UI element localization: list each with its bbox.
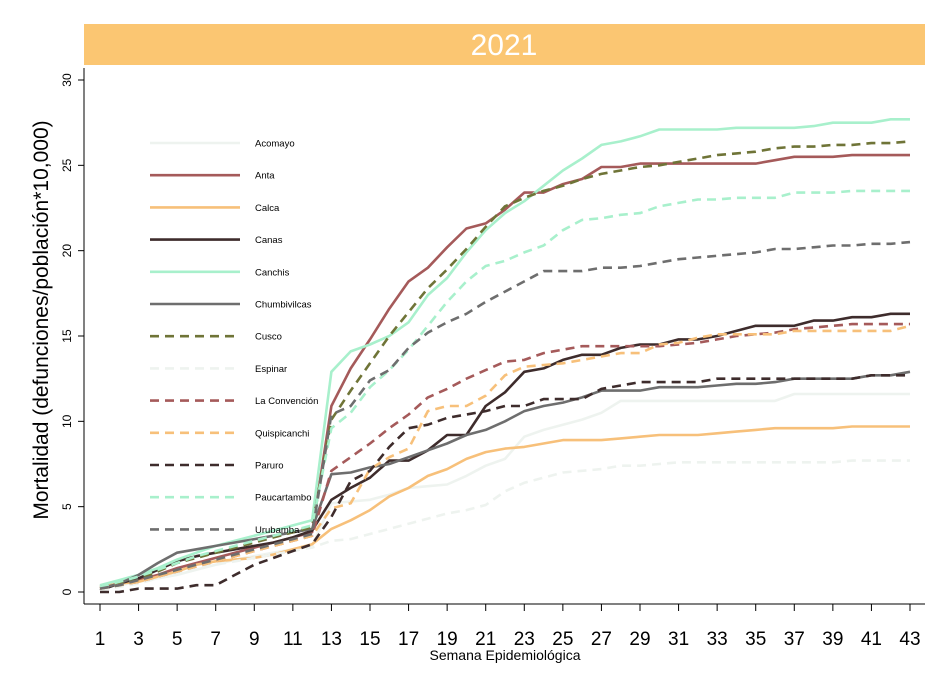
series-line-canas [99, 312, 910, 592]
x-tick-label: 37 [784, 629, 805, 650]
x-tick-label: 27 [591, 629, 612, 650]
legend-label: Urubamba [255, 525, 300, 536]
x-tick-label: 41 [861, 629, 882, 650]
legend-label: Espinar [255, 364, 287, 375]
x-tick-label: 5 [172, 629, 183, 650]
series-line-espinar [99, 459, 910, 592]
series-line-urubamba [99, 240, 911, 590]
x-tick-label: 9 [249, 629, 260, 650]
legend-label: Paucartambo [255, 493, 312, 504]
y-axis-ticks: 0 5 10 15 20 25 30 [60, 73, 84, 595]
x-tick-label: 17 [398, 629, 419, 650]
title-bar [84, 24, 925, 65]
x-tick-label: 25 [552, 629, 573, 650]
x-tick-label: 29 [629, 629, 650, 650]
series-line-quispicanchi [99, 324, 911, 590]
legend-label: Canas [255, 235, 283, 246]
legend-label: Anta [255, 171, 275, 182]
series-line-paruro [100, 373, 910, 594]
legend: Acomayo Anta Calca Canas Canchis Chumbivilcas… [150, 139, 318, 536]
x-tick-label: 21 [475, 629, 496, 650]
x-tick-label: 33 [707, 629, 728, 650]
x-tick-label: 11 [283, 629, 303, 650]
x-tick-label: 3 [133, 629, 144, 650]
legend-label: Cusco [255, 332, 282, 343]
x-tick-label: 13 [321, 629, 342, 650]
y-tick-label: 10 [60, 414, 74, 428]
x-tick-label: 39 [822, 629, 843, 650]
legend-label: La Convención [255, 396, 318, 407]
y-tick-label: 0 [60, 588, 74, 595]
series-line-chumbivilcas [99, 370, 911, 590]
y-tick-label: 25 [60, 158, 74, 172]
x-tick-label: 19 [437, 629, 458, 650]
legend-label: Canchis [255, 267, 290, 278]
series-lines [99, 118, 911, 594]
x-tick-label: 35 [745, 629, 766, 650]
x-tick-label: 43 [899, 629, 920, 650]
y-axis-label: Mortalidad (defunciones/población*10,000… [30, 120, 53, 519]
x-axis-label: Semana Epidemiológica [430, 647, 581, 663]
x-tick-label: 23 [514, 629, 535, 650]
x-tick-label: 15 [359, 629, 380, 650]
legend-label: Chumbivilcas [255, 300, 312, 311]
series-line-paucartambo [99, 189, 910, 589]
series-line-calca [99, 425, 910, 589]
legend-label: Acomayo [255, 139, 295, 150]
legend-label: Calca [255, 203, 280, 214]
x-axis-ticks: 1 3 5 7 9 11 13 15 17 19 21 23 25 27 29 31 33 35 37 39 41 43 [95, 604, 921, 650]
y-tick-label: 20 [60, 244, 74, 258]
y-tick-label: 5 [60, 503, 74, 510]
x-tick-label: 7 [210, 629, 221, 650]
legend-label: Quispicanchi [255, 428, 309, 439]
y-tick-label: 15 [60, 329, 74, 343]
series-line-canchis [99, 118, 910, 587]
chart-title: 2021 [471, 29, 538, 62]
series-line-anta [99, 153, 910, 589]
x-tick-label: 31 [668, 629, 689, 650]
y-tick-label: 30 [60, 73, 74, 87]
x-tick-label: 1 [95, 629, 106, 650]
legend-label: Paruro [255, 461, 284, 472]
series-line-cusco [99, 140, 911, 589]
